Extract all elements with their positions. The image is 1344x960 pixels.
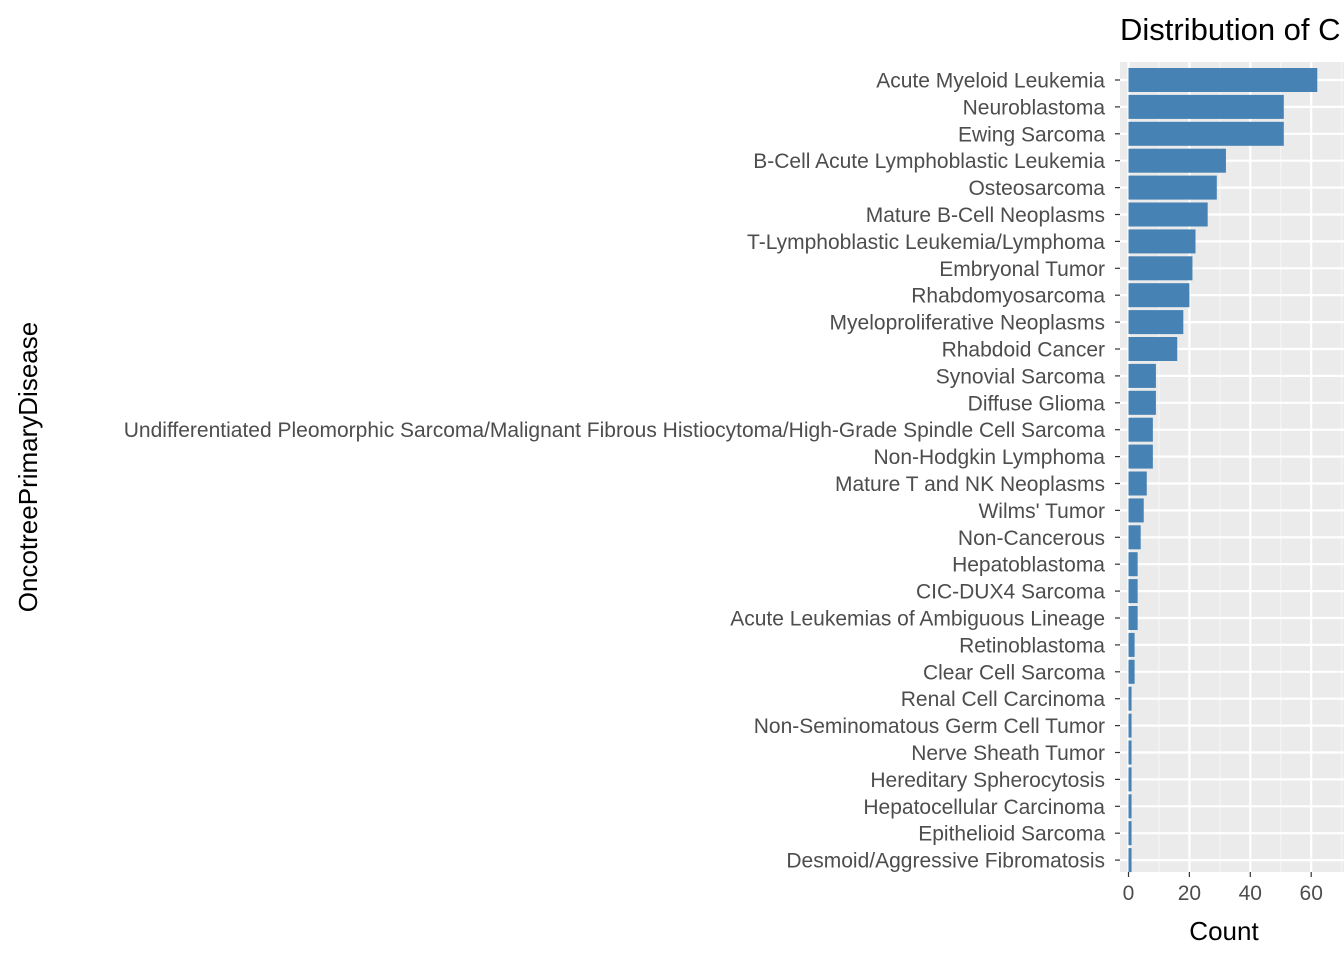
y-axis-ticks: Acute Myeloid Leukemia Neuroblastoma Ewing… <box>124 70 1120 873</box>
bar <box>1128 148 1226 173</box>
y-tick-label: Hepatocellular Carcinoma <box>863 796 1105 819</box>
y-tick-label: Mature T and NK Neoplasms <box>835 473 1105 496</box>
bar <box>1128 390 1156 415</box>
x-axis-ticks: 0 20 40 60 <box>1123 872 1323 905</box>
bar <box>1128 579 1138 604</box>
bar <box>1128 417 1153 442</box>
x-tick-label: 40 <box>1239 882 1262 905</box>
bar <box>1128 202 1208 227</box>
y-tick-label: Retinoblastoma <box>959 634 1105 657</box>
y-tick-label: Neuroblastoma <box>963 96 1106 119</box>
y-tick-label: Rhabdoid Cancer <box>942 339 1105 362</box>
y-tick-label: Nerve Sheath Tumor <box>911 742 1105 765</box>
y-tick-label: Acute Leukemias of Ambiguous Lineage <box>730 608 1105 631</box>
y-tick-label: Non-Seminomatous Germ Cell Tumor <box>754 715 1105 738</box>
bar <box>1128 337 1178 361</box>
y-tick-label: Hereditary Spherocytosis <box>870 769 1105 792</box>
y-tick-label: Osteosarcoma <box>968 177 1105 200</box>
x-tick-label: 60 <box>1300 882 1323 905</box>
bar <box>1128 794 1132 819</box>
bars <box>1128 68 1318 873</box>
bar <box>1128 229 1196 254</box>
bar <box>1128 740 1132 765</box>
bar <box>1128 632 1135 657</box>
y-tick-label: Non-Cancerous <box>958 527 1105 550</box>
bar <box>1128 525 1141 550</box>
y-tick-label: Desmoid/Aggressive Fibromatosis <box>786 850 1105 873</box>
bar <box>1128 552 1138 577</box>
bar <box>1128 94 1284 119</box>
y-tick-label: Wilms' Tumor <box>978 500 1105 523</box>
y-tick-label: Undifferentiated Pleomorphic Sarcoma/Mal… <box>124 419 1106 442</box>
y-tick-label: Ewing Sarcoma <box>958 123 1105 146</box>
y-tick-label: Hepatoblastoma <box>952 554 1105 577</box>
bar <box>1128 121 1284 146</box>
bar <box>1128 498 1144 523</box>
bar <box>1128 821 1132 846</box>
bar <box>1128 471 1147 496</box>
bar <box>1128 283 1190 308</box>
bar <box>1128 68 1318 92</box>
y-tick-label: Renal Cell Carcinoma <box>901 688 1106 711</box>
bar <box>1128 686 1132 711</box>
bar <box>1128 175 1217 200</box>
bar <box>1128 606 1138 630</box>
y-tick-label: Acute Myeloid Leukemia <box>876 70 1105 93</box>
bar <box>1128 444 1153 469</box>
y-tick-label: CIC-DUX4 Sarcoma <box>916 581 1105 604</box>
x-tick-label: 0 <box>1123 882 1135 905</box>
bar <box>1128 310 1184 335</box>
y-tick-label: Rhabdomyosarcoma <box>911 285 1105 308</box>
bar <box>1128 659 1135 684</box>
bar <box>1128 767 1132 792</box>
y-tick-label: Epithelioid Sarcoma <box>918 823 1105 846</box>
bar <box>1128 848 1132 873</box>
bar <box>1128 713 1132 738</box>
y-tick-label: T-Lymphoblastic Leukemia/Lymphoma <box>747 231 1105 254</box>
y-tick-label: Diffuse Glioma <box>968 392 1106 415</box>
bar <box>1128 256 1193 281</box>
y-axis-title: OncotreePrimaryDisease <box>13 322 43 612</box>
x-axis-title: Count <box>1189 916 1259 946</box>
y-tick-label: Mature B-Cell Neoplasms <box>866 204 1105 227</box>
y-tick-label: Synovial Sarcoma <box>936 365 1106 388</box>
plot-title: Distribution of C <box>1120 12 1341 47</box>
y-tick-label: Clear Cell Sarcoma <box>923 661 1105 684</box>
y-tick-label: B-Cell Acute Lymphoblastic Leukemia <box>753 150 1105 173</box>
y-tick-label: Non-Hodgkin Lymphoma <box>873 446 1105 469</box>
y-tick-label: Myeloproliferative Neoplasms <box>830 312 1105 335</box>
y-tick-label: Embryonal Tumor <box>939 258 1105 281</box>
bar <box>1128 363 1156 388</box>
x-tick-label: 20 <box>1178 882 1201 905</box>
